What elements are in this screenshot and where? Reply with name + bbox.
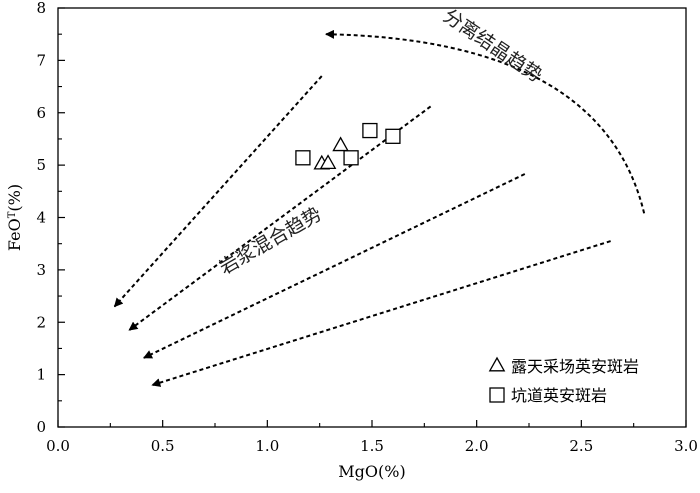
x-tick-label-4: 2.0: [465, 437, 489, 455]
square-point-1-3: [385, 128, 401, 144]
triangle-point-0-2: [332, 136, 349, 152]
legend-label-1: 坑道英安斑岩: [511, 386, 607, 405]
y-axis-ticks: 0 1 2 3 4 5 6 7 8: [36, 0, 65, 436]
x-tick-label-1: 0.5: [151, 437, 175, 455]
legend-marker-0: [488, 356, 506, 372]
y-tick-label-8: 8: [36, 0, 46, 17]
mixing-trend-arrow-0: [113, 75, 323, 308]
x-axis-ticks: 0.0 0.5 1.0 1.5 2.0 2.5 3.0: [46, 420, 698, 455]
y-axis-label-unit: (%): [5, 184, 24, 212]
y-tick-label-6: 6: [36, 104, 46, 122]
y-tick-label-5: 5: [36, 156, 46, 174]
triangle-point-0-1: [319, 154, 337, 170]
x-axis-label: MgO(%): [338, 462, 405, 481]
trend-arrows: [113, 29, 646, 387]
y-axis-label-sup: T: [7, 211, 18, 218]
square-point-1-0: [295, 150, 311, 166]
y-tick-label-1: 1: [36, 366, 46, 384]
fractional-crystallization-arrow: [325, 29, 646, 214]
square-point-1-2: [362, 122, 378, 139]
x-tick-label-0: 0.0: [46, 437, 70, 455]
y-tick-label-3: 3: [36, 261, 46, 279]
data-points: [295, 122, 401, 170]
y-tick-label-0: 0: [36, 418, 46, 436]
legend-marker-1: [489, 387, 505, 403]
y-tick-label-4: 4: [36, 209, 46, 227]
mixing-trend-arrow-3: [151, 240, 611, 387]
x-tick-label-3: 1.5: [360, 437, 384, 455]
y-axis-label-main: FeO: [5, 218, 24, 251]
y-tick-label-2: 2: [36, 313, 46, 331]
x-tick-label-6: 3.0: [674, 437, 698, 455]
x-tick-label-2: 1.0: [255, 437, 279, 455]
y-tick-label-7: 7: [36, 51, 46, 69]
square-point-1-1: [343, 150, 359, 166]
trend-annotation-1: 岩浆混合趋势: [216, 203, 326, 279]
legend-label-0: 露天采场英安斑岩: [511, 357, 639, 376]
y-axis-label: FeOT(%): [5, 184, 24, 251]
trend-annotation-0: 分离结晶趋势: [439, 5, 546, 87]
x-tick-label-5: 2.5: [569, 437, 593, 455]
mixing-trend-arrow-2: [143, 173, 526, 359]
